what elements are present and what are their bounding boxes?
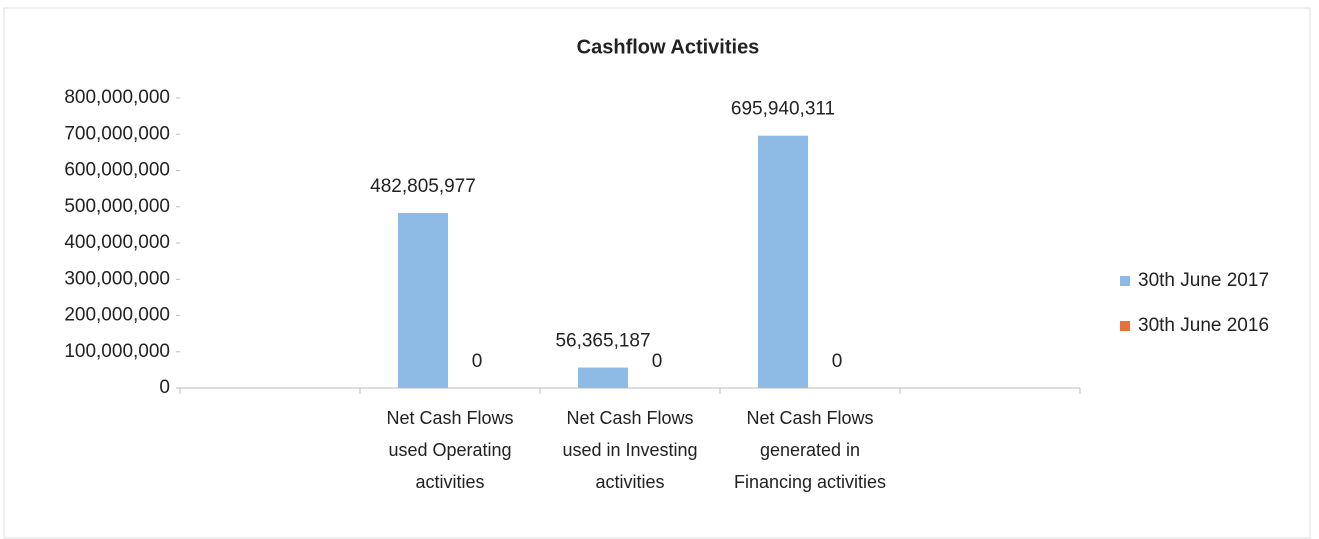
x-tick-label: Net Cash Flows used Operating activities (386, 408, 514, 492)
y-tick-label: 300,000,000 (64, 268, 170, 289)
y-tick-label: 700,000,000 (64, 123, 170, 144)
chart-title: Cashflow Activities (577, 36, 760, 58)
legend-label: 30th June 2017 (1138, 270, 1269, 291)
y-tick-label: 400,000,000 (64, 232, 170, 253)
data-label: 482,805,977 (370, 176, 476, 197)
bar (758, 135, 808, 388)
legend-label: 30th June 2016 (1138, 315, 1269, 336)
x-tick-label: Net Cash Flows generated in Financing ac… (733, 408, 887, 492)
data-label: 0 (832, 351, 843, 372)
y-tick-label: 200,000,000 (64, 305, 170, 326)
bar (398, 212, 448, 388)
data-label: 0 (472, 351, 483, 372)
y-tick-label: 600,000,000 (64, 160, 170, 181)
bar (578, 367, 628, 388)
data-label: 56,365,187 (555, 331, 650, 352)
y-tick-label: 100,000,000 (64, 341, 170, 362)
data-label: 695,940,311 (731, 99, 835, 120)
chart-frame (3, 7, 1311, 539)
y-tick-label: 800,000,000 (64, 87, 170, 108)
y-tick-label: 500,000,000 (64, 196, 170, 217)
legend-swatch (1120, 276, 1130, 286)
y-tick-label: 0 (159, 377, 170, 398)
legend-swatch (1120, 321, 1130, 331)
x-tick-label: Net Cash Flows used in Investing activit… (562, 408, 698, 492)
data-label: 0 (652, 351, 663, 372)
